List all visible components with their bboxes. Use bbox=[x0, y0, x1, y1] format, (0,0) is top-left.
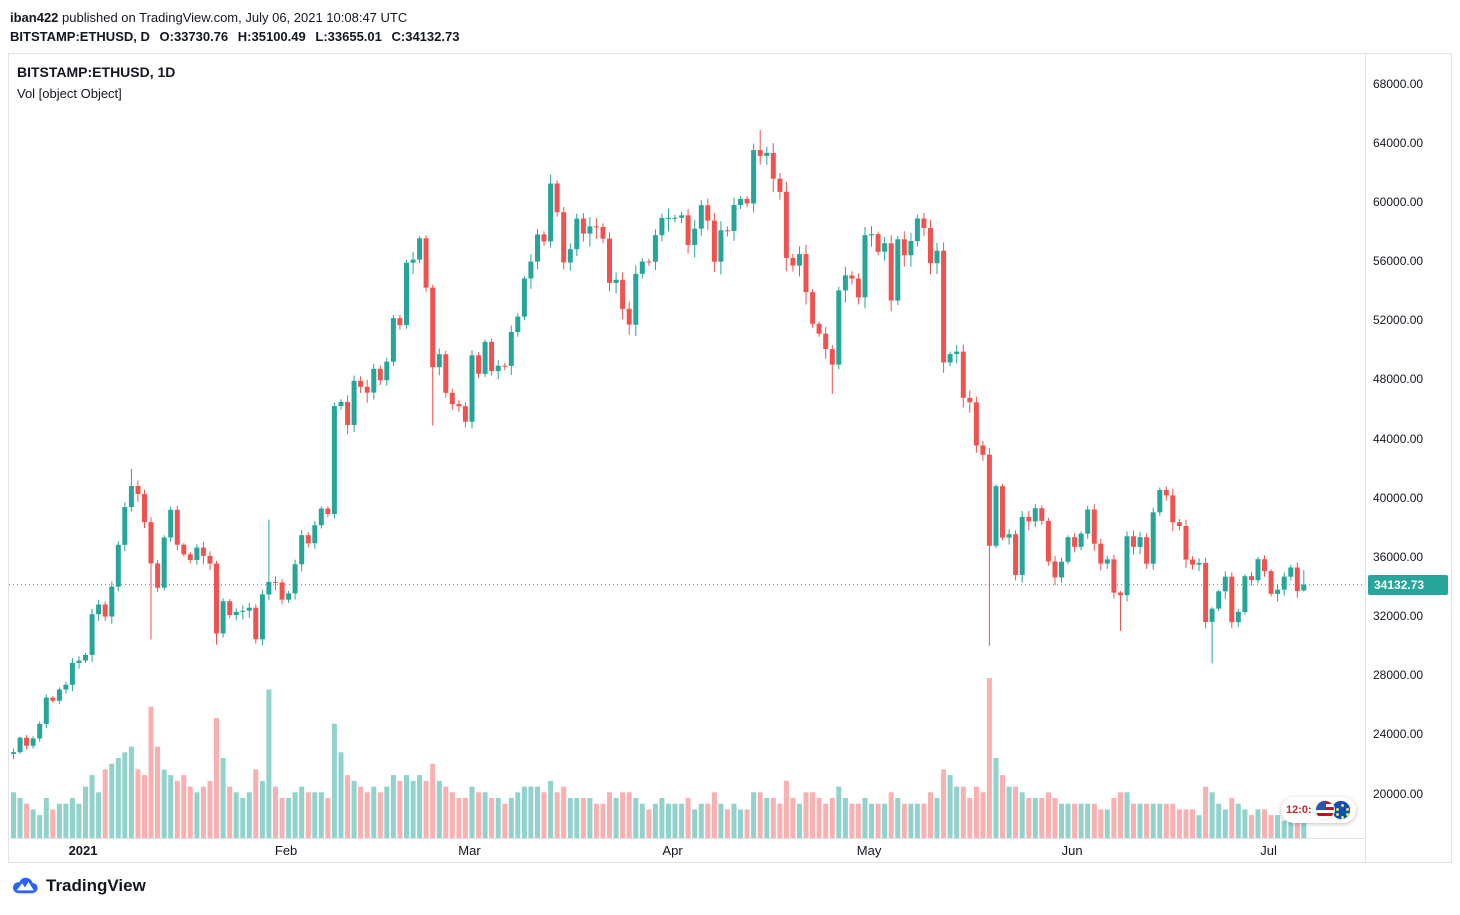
high-value: H:35100.49 bbox=[237, 29, 306, 44]
time-axis[interactable]: 2021 Feb Mar Apr May Jun Jul bbox=[9, 838, 1365, 862]
tradingview-logo-icon[interactable] bbox=[12, 877, 39, 895]
price-tick-label: 64000.00 bbox=[1373, 135, 1424, 150]
price-tick-label: 20000.00 bbox=[1373, 786, 1424, 801]
legend-symbol-title[interactable]: BITSTAMP:ETHUSD, 1D bbox=[17, 64, 176, 80]
last-price-badge: 34132.73 bbox=[1368, 574, 1448, 595]
chart-legend: BITSTAMP:ETHUSD, 1D Vol [object Object] bbox=[17, 62, 175, 104]
price-tick-label: 56000.00 bbox=[1373, 254, 1424, 269]
candlestick-volume-chart[interactable] bbox=[9, 54, 1365, 838]
published-text: published on TradingView.com, July 06, 2… bbox=[58, 10, 408, 25]
price-axis[interactable]: 34132.73 68000.00 64000.00 60000.00 56000.0… bbox=[1365, 54, 1451, 862]
close-value: C:34132.73 bbox=[391, 29, 460, 44]
price-tick-label: 36000.00 bbox=[1373, 549, 1424, 564]
time-tick-label: Apr bbox=[662, 843, 683, 858]
footer: TradingView bbox=[0, 863, 1460, 896]
chart-plot-area[interactable]: BITSTAMP:ETHUSD, 1D Vol [object Object] … bbox=[9, 54, 1365, 838]
price-tick-label: 32000.00 bbox=[1373, 609, 1424, 624]
price-tick-label: 44000.00 bbox=[1373, 431, 1424, 446]
tradingview-wordmark[interactable]: TradingView bbox=[46, 876, 146, 895]
price-tick-label: 24000.00 bbox=[1373, 727, 1424, 742]
time-tick-label: May bbox=[856, 843, 882, 858]
time-tick-label: Feb bbox=[274, 843, 298, 858]
price-tick-label: 48000.00 bbox=[1373, 372, 1424, 387]
open-value: O:33730.76 bbox=[159, 29, 229, 44]
publisher-username: iban422 bbox=[10, 10, 59, 25]
low-value: L:33655.01 bbox=[315, 29, 382, 44]
price-tick-label: 68000.00 bbox=[1373, 76, 1424, 91]
event-countdown-text: 12:0: bbox=[1286, 804, 1312, 816]
published-line: iban422 published on TradingView.com, Ju… bbox=[10, 9, 1460, 27]
chart-container: BITSTAMP:ETHUSD, 1D Vol [object Object] … bbox=[8, 53, 1452, 863]
legend-volume-label[interactable]: Vol [object Object] bbox=[17, 86, 122, 101]
us-flag-icon bbox=[1314, 800, 1335, 820]
price-tick-label: 60000.00 bbox=[1373, 194, 1424, 209]
time-tick-label: Jun bbox=[1061, 843, 1083, 858]
price-tick-label: 28000.00 bbox=[1373, 668, 1424, 683]
price-tick-label: 40000.00 bbox=[1373, 490, 1424, 505]
snapshot-header: iban422 published on TradingView.com, Ju… bbox=[0, 0, 1460, 47]
ohlc-line: BITSTAMP:ETHUSD, D O:33730.76 H:35100.49… bbox=[10, 27, 1460, 47]
symbol-label: BITSTAMP:ETHUSD, D bbox=[10, 29, 150, 44]
time-tick-label: 2021 bbox=[68, 843, 98, 858]
economic-event-badge[interactable]: 12:0: bbox=[1281, 797, 1356, 823]
price-tick-label: 52000.00 bbox=[1373, 313, 1424, 328]
time-tick-label: Mar bbox=[458, 843, 481, 858]
time-tick-label: Jul bbox=[1260, 843, 1277, 858]
